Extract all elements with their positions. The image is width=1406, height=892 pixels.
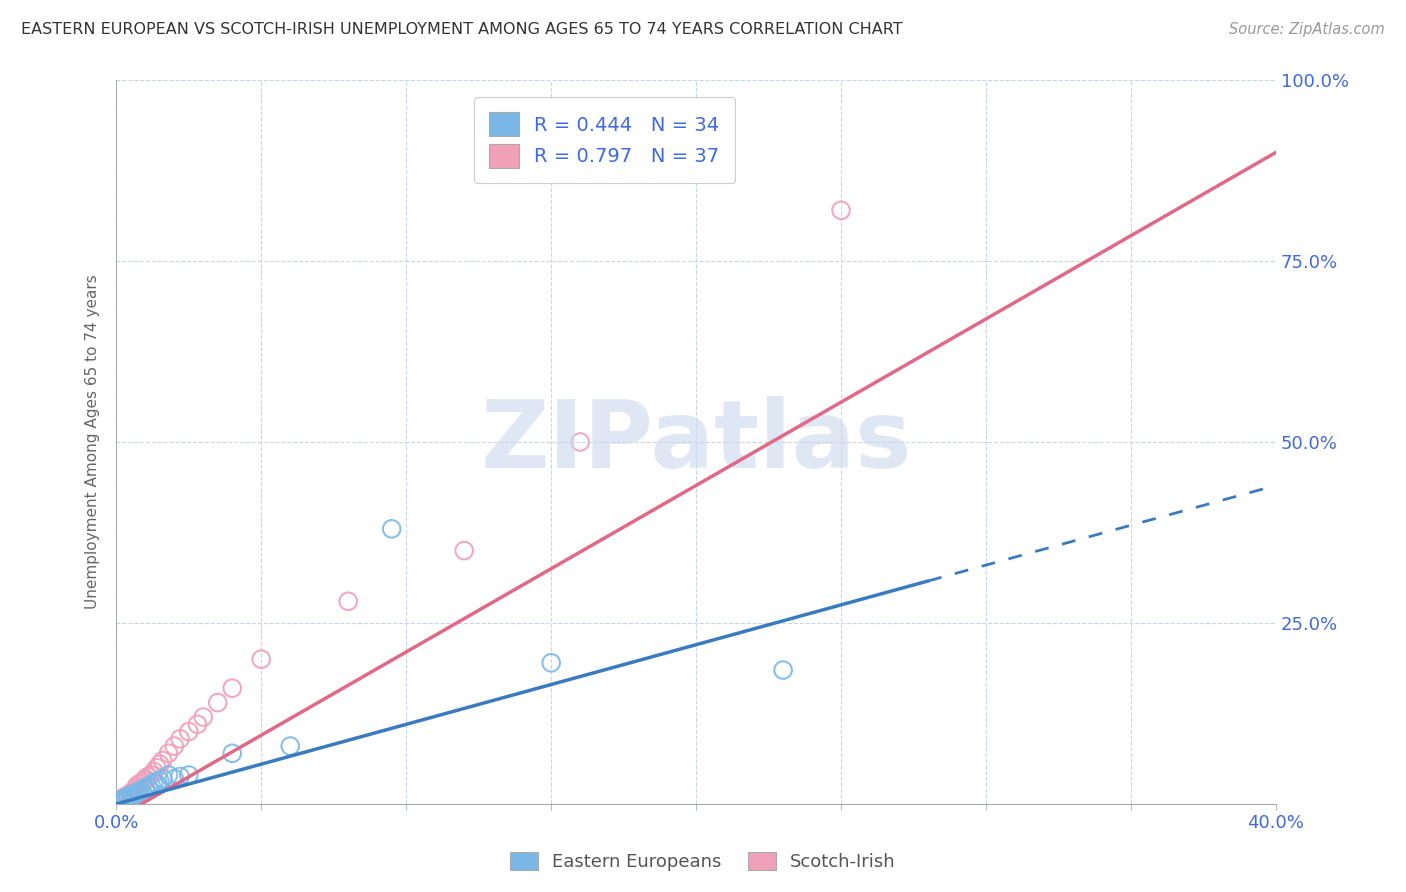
Point: [128, 777, 150, 791]
Point: [125, 789, 148, 803]
Point: [169, 769, 191, 783]
Point: [120, 789, 142, 804]
Point: [177, 724, 200, 739]
Legend: R = 0.444   N = 34, R = 0.797   N = 37: R = 0.444 N = 34, R = 0.797 N = 37: [474, 97, 735, 183]
Point: [111, 793, 134, 807]
Point: [772, 663, 794, 677]
Point: [169, 731, 191, 746]
Text: EASTERN EUROPEAN VS SCOTCH-IRISH UNEMPLOYMENT AMONG AGES 65 TO 74 YEARS CORRELAT: EASTERN EUROPEAN VS SCOTCH-IRISH UNEMPLO…: [21, 22, 903, 37]
Point: [111, 791, 134, 805]
Point: [221, 747, 243, 761]
Point: [122, 784, 145, 798]
Point: [128, 787, 150, 801]
Point: [146, 777, 169, 791]
Legend: Eastern Europeans, Scotch-Irish: Eastern Europeans, Scotch-Irish: [503, 845, 903, 879]
Point: [114, 792, 136, 806]
Point: [207, 696, 229, 710]
Point: [152, 772, 174, 786]
Text: Source: ZipAtlas.com: Source: ZipAtlas.com: [1229, 22, 1385, 37]
Point: [337, 594, 360, 608]
Point: [108, 792, 131, 806]
Point: [117, 792, 139, 806]
Point: [108, 796, 131, 810]
Point: [152, 754, 174, 768]
Point: [139, 768, 162, 782]
Point: [278, 739, 301, 753]
Point: [146, 761, 169, 775]
Point: [125, 779, 148, 793]
Point: [134, 772, 156, 786]
Point: [149, 757, 172, 772]
Point: [540, 656, 562, 670]
Point: [136, 769, 159, 783]
Point: [131, 775, 153, 789]
Point: [114, 793, 136, 807]
Point: [143, 775, 166, 789]
Point: [157, 768, 180, 782]
Point: [128, 784, 150, 798]
Point: [125, 785, 148, 799]
Point: [125, 782, 148, 797]
Point: [120, 791, 142, 805]
Point: [122, 787, 145, 801]
Point: [117, 789, 139, 804]
Point: [111, 792, 134, 806]
Point: [108, 796, 131, 810]
Point: [134, 782, 156, 797]
Point: [136, 780, 159, 794]
Point: [163, 772, 186, 786]
Point: [122, 787, 145, 801]
Point: [117, 789, 139, 803]
Point: [120, 786, 142, 800]
Point: [139, 778, 162, 792]
Text: ZIPatlas: ZIPatlas: [481, 396, 912, 488]
Point: [122, 789, 145, 804]
Point: [569, 434, 592, 449]
Point: [177, 768, 200, 782]
Point: [157, 747, 180, 761]
Point: [149, 773, 172, 788]
Point: [830, 203, 852, 218]
Point: [453, 543, 475, 558]
Point: [114, 791, 136, 805]
Y-axis label: Unemployment Among Ages 65 to 74 years: Unemployment Among Ages 65 to 74 years: [86, 275, 100, 609]
Point: [193, 710, 215, 724]
Point: [381, 522, 404, 536]
Point: [186, 717, 208, 731]
Point: [134, 780, 156, 795]
Point: [128, 780, 150, 795]
Point: [114, 789, 136, 804]
Point: [163, 739, 186, 753]
Point: [221, 681, 243, 695]
Point: [143, 764, 166, 779]
Point: [120, 789, 142, 803]
Point: [111, 795, 134, 809]
Point: [134, 773, 156, 788]
Point: [108, 794, 131, 808]
Point: [131, 785, 153, 799]
Point: [250, 652, 273, 666]
